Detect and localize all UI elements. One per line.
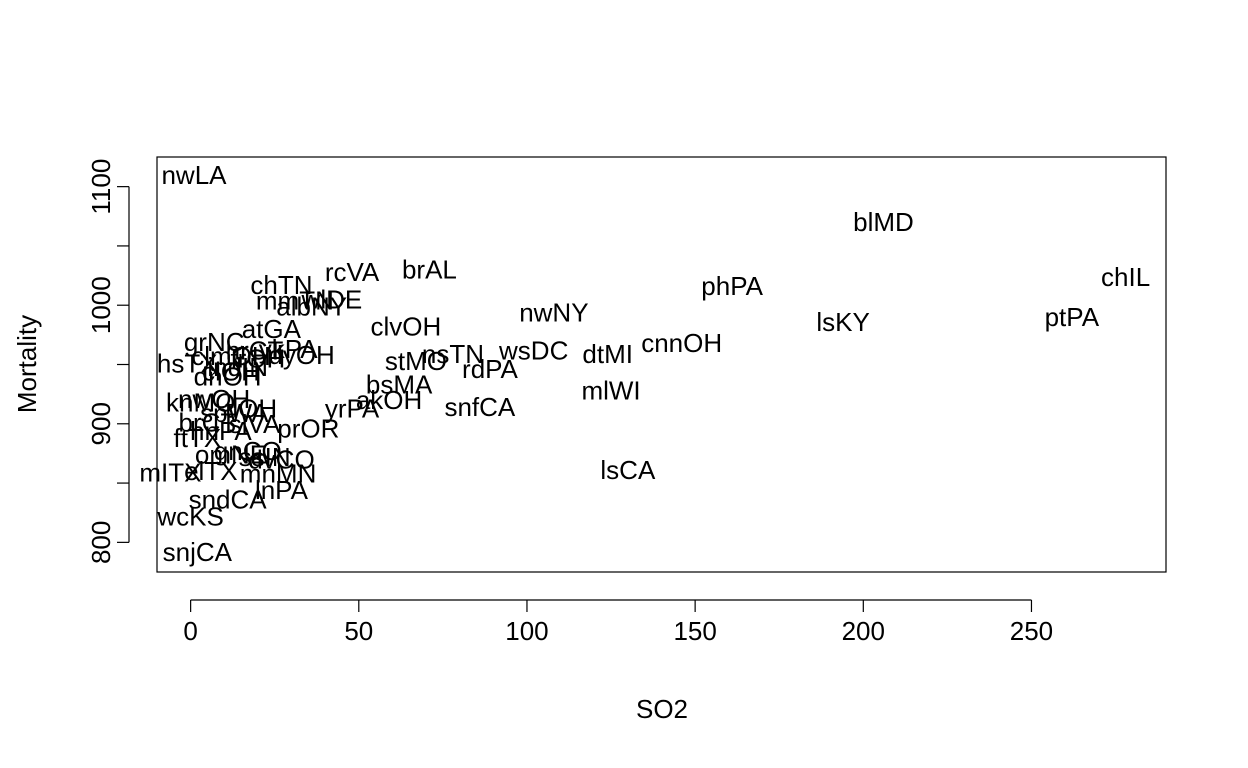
point-label: wsDC bbox=[498, 335, 568, 365]
point-label: mlWI bbox=[581, 376, 640, 406]
point-label: gnCO bbox=[214, 436, 282, 466]
point-label: clvOH bbox=[370, 312, 441, 342]
point-label: nwNY bbox=[519, 297, 588, 327]
point-label: rcVA bbox=[325, 257, 380, 287]
x-tick-label: 200 bbox=[842, 616, 885, 646]
point-label: yrPA bbox=[325, 393, 380, 423]
point-label: atGA bbox=[242, 314, 302, 344]
point-label: hnPA bbox=[190, 416, 252, 446]
point-label: dvCO bbox=[248, 444, 314, 474]
point-label: ykPA bbox=[259, 334, 318, 364]
y-axis: 800 900 1000 1100 bbox=[86, 159, 130, 564]
point-label: hsTX bbox=[157, 348, 218, 378]
x-axis-title: SO2 bbox=[636, 694, 688, 724]
point-label: hrCT bbox=[226, 335, 284, 365]
y-tick-label: 1100 bbox=[86, 159, 116, 215]
point-label: grNC bbox=[184, 327, 245, 357]
point-label: slVA bbox=[229, 409, 281, 439]
point-label: cnnOH bbox=[641, 328, 722, 358]
point-label: clOH bbox=[202, 357, 260, 387]
point-label: lsKY bbox=[816, 307, 869, 337]
point-label: knMO bbox=[166, 387, 235, 417]
point-label: lsCA bbox=[600, 455, 656, 485]
point-label: prOR bbox=[277, 414, 339, 444]
point-label: snjCA bbox=[163, 537, 233, 567]
point-label: chIL bbox=[1101, 262, 1150, 292]
point-label: ssIN bbox=[239, 442, 291, 472]
point-label: nwLA bbox=[161, 160, 227, 190]
point-label: frOH bbox=[230, 344, 285, 374]
point-label: ftTX bbox=[174, 423, 222, 453]
point-label: mITX bbox=[139, 457, 201, 487]
point-label: wlDE bbox=[301, 284, 363, 314]
x-tick-label: 150 bbox=[673, 616, 716, 646]
point-label: dyOH bbox=[268, 340, 334, 370]
point-label: albNY bbox=[276, 291, 347, 321]
point-label: phPA bbox=[701, 271, 763, 301]
point-label: nwOH bbox=[178, 384, 250, 414]
x-tick-label: 50 bbox=[344, 616, 373, 646]
point-label: stMO bbox=[385, 346, 447, 376]
point-label: blMD bbox=[853, 207, 914, 237]
plot-frame bbox=[156, 156, 1167, 573]
point-label: spWA bbox=[200, 398, 269, 428]
point-label: omNE bbox=[195, 440, 267, 470]
point-label: tlOH bbox=[225, 393, 277, 423]
point-label: wcKS bbox=[156, 501, 223, 531]
point-label: snfCA bbox=[444, 392, 515, 422]
x-axis: 0 50 100 150 200 250 bbox=[183, 599, 1053, 646]
x-tick-label: 0 bbox=[183, 616, 197, 646]
point-label: mnMN bbox=[240, 459, 317, 489]
point-label: rdPA bbox=[462, 354, 519, 384]
point-label: bsMA bbox=[366, 370, 433, 400]
x-tick-label: 100 bbox=[505, 616, 548, 646]
x-tick-label: 250 bbox=[1010, 616, 1053, 646]
y-tick-label: 900 bbox=[86, 402, 116, 445]
point-label: mmTN bbox=[256, 285, 334, 315]
point-label: elTX bbox=[184, 456, 237, 486]
point-label: ptPA bbox=[1045, 302, 1100, 332]
point-label: akOH bbox=[356, 385, 422, 415]
y-tick-label: 1000 bbox=[86, 276, 116, 334]
point-label: lnPA bbox=[255, 475, 309, 505]
point-label: clmOH bbox=[191, 341, 270, 371]
point-label: chTN bbox=[250, 270, 312, 300]
point-label: dnOH bbox=[194, 361, 262, 391]
point-label: brCT bbox=[179, 408, 237, 438]
y-axis-title: Mortality bbox=[12, 315, 42, 413]
point-label: dtMI bbox=[582, 339, 633, 369]
point-label: indIN bbox=[207, 352, 268, 382]
point-label: nsTN bbox=[422, 339, 484, 369]
y-tick-label: 800 bbox=[86, 521, 116, 564]
point-label: brAL bbox=[402, 255, 457, 285]
point-label: sndCA bbox=[189, 485, 268, 515]
